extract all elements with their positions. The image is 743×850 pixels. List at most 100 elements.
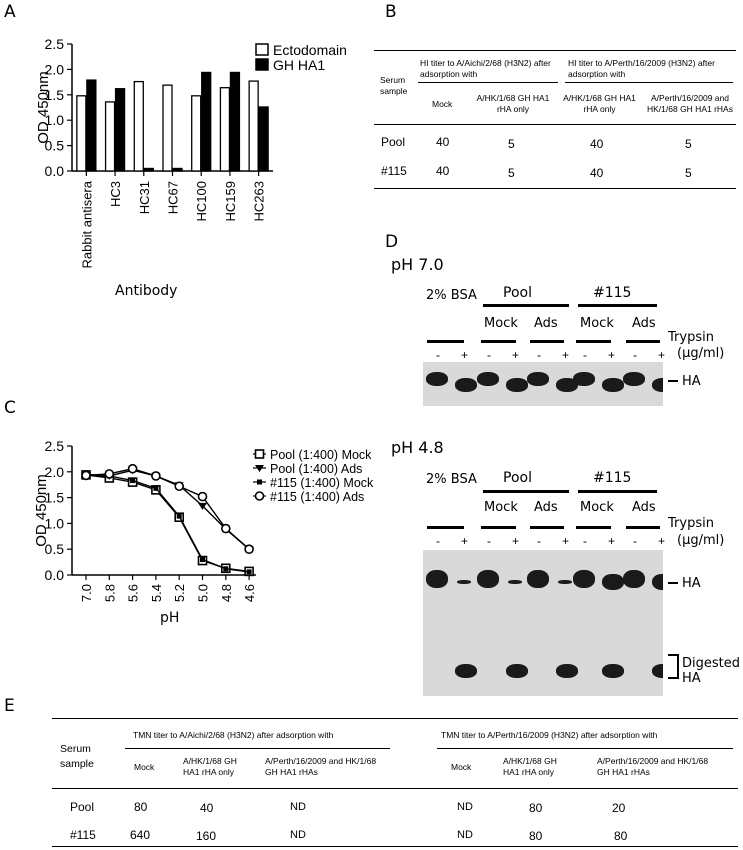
x-tick-label: 5.8	[102, 584, 117, 602]
data-point	[130, 478, 136, 484]
ha-band	[623, 372, 645, 386]
ha-band	[573, 372, 595, 386]
bar	[76, 95, 87, 172]
minus-sign: -	[537, 534, 541, 548]
trypsin-unit: (µg/ml)	[677, 346, 725, 361]
ph48-label: pH 4.8	[391, 438, 444, 457]
ph7-lane-bar	[626, 340, 660, 343]
minus-sign: -	[583, 534, 587, 548]
ph48-lane-bar	[626, 526, 660, 529]
bar	[114, 88, 126, 172]
x-tick-label: HC100	[194, 181, 209, 221]
data-point	[200, 557, 205, 563]
pool-bracket	[483, 490, 569, 493]
data-point	[81, 470, 91, 481]
minus-sign: -	[487, 534, 491, 548]
mock-label: Mock	[484, 500, 518, 515]
mock-label: Mock	[484, 316, 518, 331]
x-tick-label: HC263	[252, 181, 267, 221]
digested-ha-band	[652, 664, 663, 678]
ph7-lane-bar	[427, 340, 464, 343]
trypsin-label: Trypsin	[668, 516, 714, 531]
x-tick-label: 5.2	[172, 584, 187, 602]
table-e-group2-rule	[437, 748, 733, 749]
data-point	[244, 544, 254, 554]
data-point	[198, 502, 207, 510]
legend-swatch	[255, 58, 269, 71]
ha-label-7: HA	[682, 374, 701, 389]
x-tick-label: HC31	[137, 181, 152, 214]
table-e-group1-rule	[125, 748, 390, 749]
y-tick-label: 1.5	[45, 490, 65, 506]
table-b-header-rule	[374, 124, 736, 125]
plus-sign: +	[461, 534, 469, 548]
table-b-group1-rule	[418, 82, 558, 83]
plus-sign: +	[512, 534, 520, 548]
ha-band	[602, 378, 624, 392]
digested-ha-band	[602, 664, 624, 678]
digested-bracket	[668, 654, 679, 679]
mock-label: Mock	[580, 316, 614, 331]
table-b-cell: 40	[590, 137, 604, 151]
table-e-cell: 80	[614, 829, 628, 843]
table-b-group2: HI titer to A/Perth/16/2009 (H3N2) after…	[568, 58, 715, 79]
plus-sign: +	[562, 348, 570, 362]
table-b-sub-hk1: A/HK/1/68 GH HA1 rHA only	[476, 93, 550, 114]
ph48-lane-bar	[576, 526, 611, 529]
x-tick-label: 5.4	[149, 584, 164, 602]
minus-sign: -	[583, 348, 587, 362]
bar	[133, 80, 144, 172]
data-point	[197, 491, 208, 502]
ph48-lane-bar	[530, 526, 564, 529]
ph48-lane-bar	[427, 526, 464, 529]
bsa-label: 2% BSA	[426, 472, 477, 487]
s115-label: #115	[593, 285, 632, 301]
table-b-sub-mock: Mock	[432, 99, 453, 109]
minus-sign: -	[537, 348, 541, 362]
bar	[104, 101, 116, 172]
data-point	[127, 463, 138, 474]
minus-sign: -	[633, 348, 637, 362]
ha-band	[426, 570, 448, 588]
x-tick-label: Rabbit antisera	[79, 180, 94, 268]
legend-label: #115 (1:400) Mock	[270, 476, 374, 490]
ha-band	[477, 372, 499, 386]
table-e-cell: 160	[196, 829, 217, 843]
table-b-col1: Serum sample	[380, 75, 408, 96]
bar	[143, 167, 154, 172]
ha-band	[556, 378, 578, 392]
legend-marker	[255, 465, 264, 472]
plus-sign: +	[658, 534, 666, 548]
table-b-cell: 5	[685, 166, 692, 180]
legend-marker	[254, 449, 265, 459]
table-e-cell: 80	[529, 801, 543, 815]
s115-bracket	[578, 490, 657, 493]
y-tick-label: 0.0	[45, 567, 65, 583]
table-b-cell: 40	[436, 164, 450, 178]
table-e-row-label: Pool	[70, 800, 95, 814]
x-tick-label: HC3	[108, 181, 123, 207]
table-e-sub: A/HK/1/68 GH HA1 rHA only	[503, 756, 557, 777]
residual-ha-band	[558, 580, 572, 584]
bar	[258, 106, 269, 172]
ads-label: Ads	[632, 500, 656, 515]
digested-label-2: HA	[682, 671, 701, 686]
ha-band	[527, 570, 549, 588]
table-b-cell: 5	[685, 137, 692, 151]
pool-label: Pool	[503, 470, 532, 486]
table-e-group2: TMN titer to A/Perth/16/2009 (H3N2) afte…	[441, 730, 658, 740]
pool-label: Pool	[503, 285, 532, 301]
bar	[162, 84, 173, 172]
plus-sign: +	[608, 348, 616, 362]
panel-letter-c: C	[4, 398, 16, 418]
y-tick-label: 2.5	[45, 36, 65, 52]
y-tick-label: 0.5	[45, 138, 65, 154]
table-b-cell: 5	[508, 137, 515, 151]
ha-band	[652, 574, 663, 590]
ads-label: Ads	[534, 316, 558, 331]
ads-label: Ads	[534, 500, 558, 515]
y-tick-label: 2.5	[45, 438, 65, 454]
legend-swatch	[255, 43, 269, 56]
y-tick-label: 1.0	[45, 515, 65, 531]
y-tick-label: 0.5	[45, 541, 65, 557]
